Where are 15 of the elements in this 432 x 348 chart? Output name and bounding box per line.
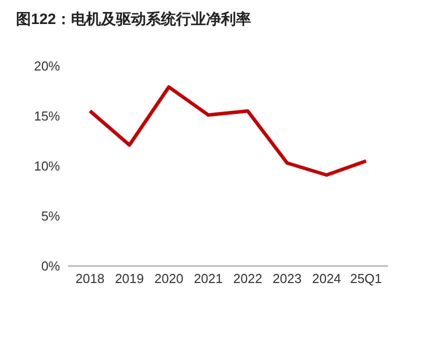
x-tick-label: 2021: [194, 271, 223, 286]
chart-title: 图122：电机及驱动系统行业净利率: [16, 10, 252, 29]
x-tick-label: 2018: [76, 271, 104, 286]
x-tick-label: 25Q1: [350, 271, 382, 286]
x-tick-label: 2019: [114, 271, 144, 286]
y-tick-label: 15%: [34, 108, 60, 124]
x-tick-label: 2023: [272, 271, 302, 286]
x-tick-label: 2022: [233, 271, 262, 286]
y-tick-label: 5%: [41, 208, 60, 224]
y-tick-label: 0%: [41, 258, 60, 274]
x-tick-label: 2020: [154, 271, 184, 286]
line-series: [88, 85, 368, 177]
y-tick-label: 10%: [34, 158, 60, 174]
y-tick-label: 20%: [34, 58, 60, 74]
x-tick-label: 2024: [312, 271, 342, 286]
